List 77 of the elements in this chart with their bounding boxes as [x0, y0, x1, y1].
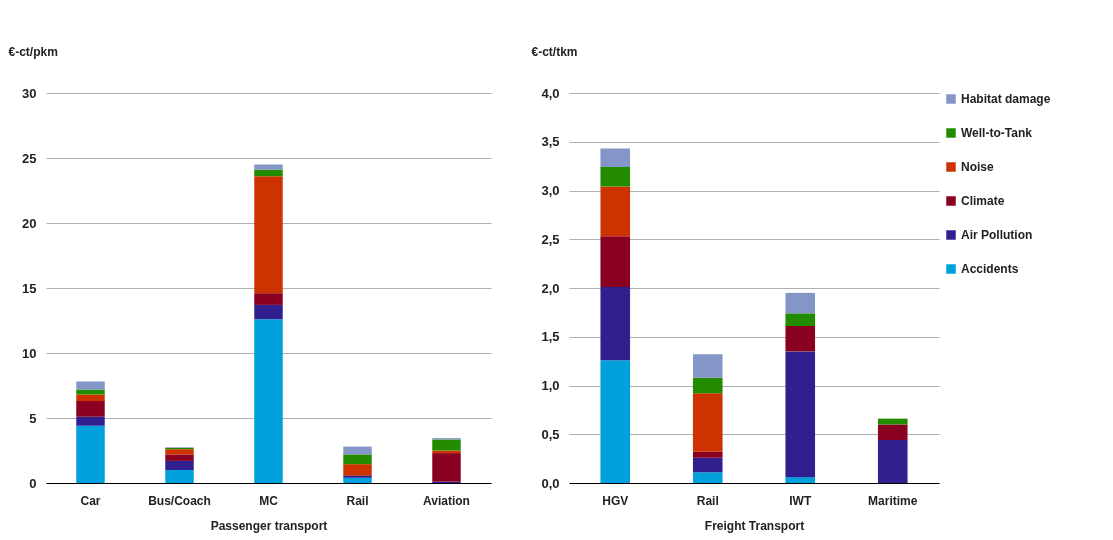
- y-tick-label: 0: [29, 475, 37, 491]
- bar: [785, 326, 816, 352]
- bar: [343, 464, 372, 476]
- bar: [600, 360, 631, 483]
- bar: [785, 292, 816, 314]
- y-tick-label: 2,5: [541, 231, 560, 247]
- y-tick-label: 30: [22, 85, 37, 101]
- bar: [76, 425, 105, 483]
- y-tick-label: 2,0: [541, 280, 560, 296]
- legend-label: Habitat damage: [961, 92, 1051, 106]
- bar: [76, 381, 105, 390]
- bar: [877, 440, 908, 483]
- x-tick-label: Maritime: [868, 493, 918, 508]
- bar: [343, 454, 372, 465]
- bar: [432, 439, 461, 451]
- x-tick-label: MC: [259, 493, 279, 508]
- bar: [877, 418, 908, 425]
- bar: [600, 236, 631, 288]
- bar: [254, 164, 283, 170]
- bar: [692, 451, 723, 458]
- bar: [165, 460, 194, 470]
- bar: [343, 446, 372, 455]
- y-tick-label: 0,5: [541, 426, 560, 442]
- bar: [165, 449, 194, 455]
- y-tick-label: 5: [29, 410, 37, 426]
- bar: [785, 313, 816, 327]
- x-tick-label: Rail: [696, 493, 719, 508]
- bar: [254, 304, 283, 320]
- legend-label: Noise: [961, 160, 994, 174]
- x-tick-label: Car: [80, 493, 101, 508]
- bar: [254, 319, 283, 483]
- bar: [692, 393, 723, 452]
- x-tick-label: HGV: [602, 493, 629, 508]
- bar: [600, 167, 631, 187]
- bar: [343, 477, 372, 483]
- bar: [692, 354, 723, 378]
- bar: [432, 453, 461, 482]
- bar: [254, 293, 283, 305]
- legend-label: Well-to-Tank: [961, 126, 1033, 140]
- bar: [165, 454, 194, 461]
- bar: [254, 169, 283, 177]
- bar: [600, 148, 631, 168]
- y-tick-label: 3,5: [541, 134, 560, 150]
- x-tick-label: Aviation: [423, 493, 470, 508]
- y-tick-label: 10: [22, 345, 37, 361]
- y-tick-label: 3,0: [541, 183, 560, 198]
- bar: [785, 477, 816, 483]
- bar: [165, 470, 194, 483]
- y-axis-title: €-ct/pkm: [8, 44, 58, 59]
- legend-label: Air Pollution: [961, 228, 1033, 242]
- y-tick-label: 20: [22, 215, 37, 231]
- bar: [785, 351, 816, 478]
- x-tick-label: Bus/Coach: [148, 493, 211, 508]
- legend-label: Accidents: [961, 262, 1019, 276]
- x-tick-label: IWT: [789, 493, 812, 508]
- bar: [692, 457, 723, 473]
- bar: [692, 472, 723, 483]
- y-axis-title: €-ct/tkm: [531, 44, 578, 59]
- bar: [76, 394, 105, 402]
- bar: [692, 377, 723, 394]
- x-axis-title: Passenger transport: [210, 518, 328, 533]
- y-tick-label: 1,0: [541, 378, 560, 393]
- y-tick-label: 25: [22, 150, 37, 166]
- bar: [877, 424, 908, 441]
- y-tick-label: 0,0: [541, 475, 560, 491]
- bar: [600, 287, 631, 361]
- bar: [254, 176, 283, 294]
- bar: [76, 389, 105, 395]
- bar: [76, 401, 105, 417]
- bar: [600, 186, 631, 237]
- x-axis-title: Freight Transport: [704, 518, 805, 533]
- y-tick-label: 1,5: [541, 329, 560, 345]
- y-tick-label: 4,0: [541, 85, 560, 101]
- y-tick-label: 15: [22, 280, 37, 296]
- x-tick-label: Rail: [346, 493, 369, 508]
- legend-label: Climate: [961, 194, 1005, 208]
- bar: [76, 416, 105, 426]
